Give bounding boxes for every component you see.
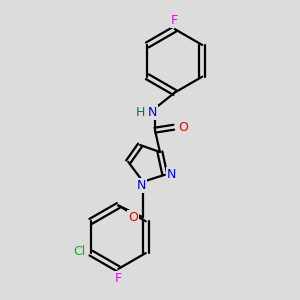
Text: F: F (171, 14, 178, 27)
Text: O: O (128, 211, 138, 224)
Text: H: H (135, 106, 145, 119)
Text: O: O (178, 121, 188, 134)
Text: N: N (136, 179, 146, 192)
Text: F: F (115, 272, 122, 285)
Text: Cl: Cl (73, 244, 85, 258)
Text: N: N (167, 168, 176, 181)
Text: N: N (147, 106, 157, 119)
